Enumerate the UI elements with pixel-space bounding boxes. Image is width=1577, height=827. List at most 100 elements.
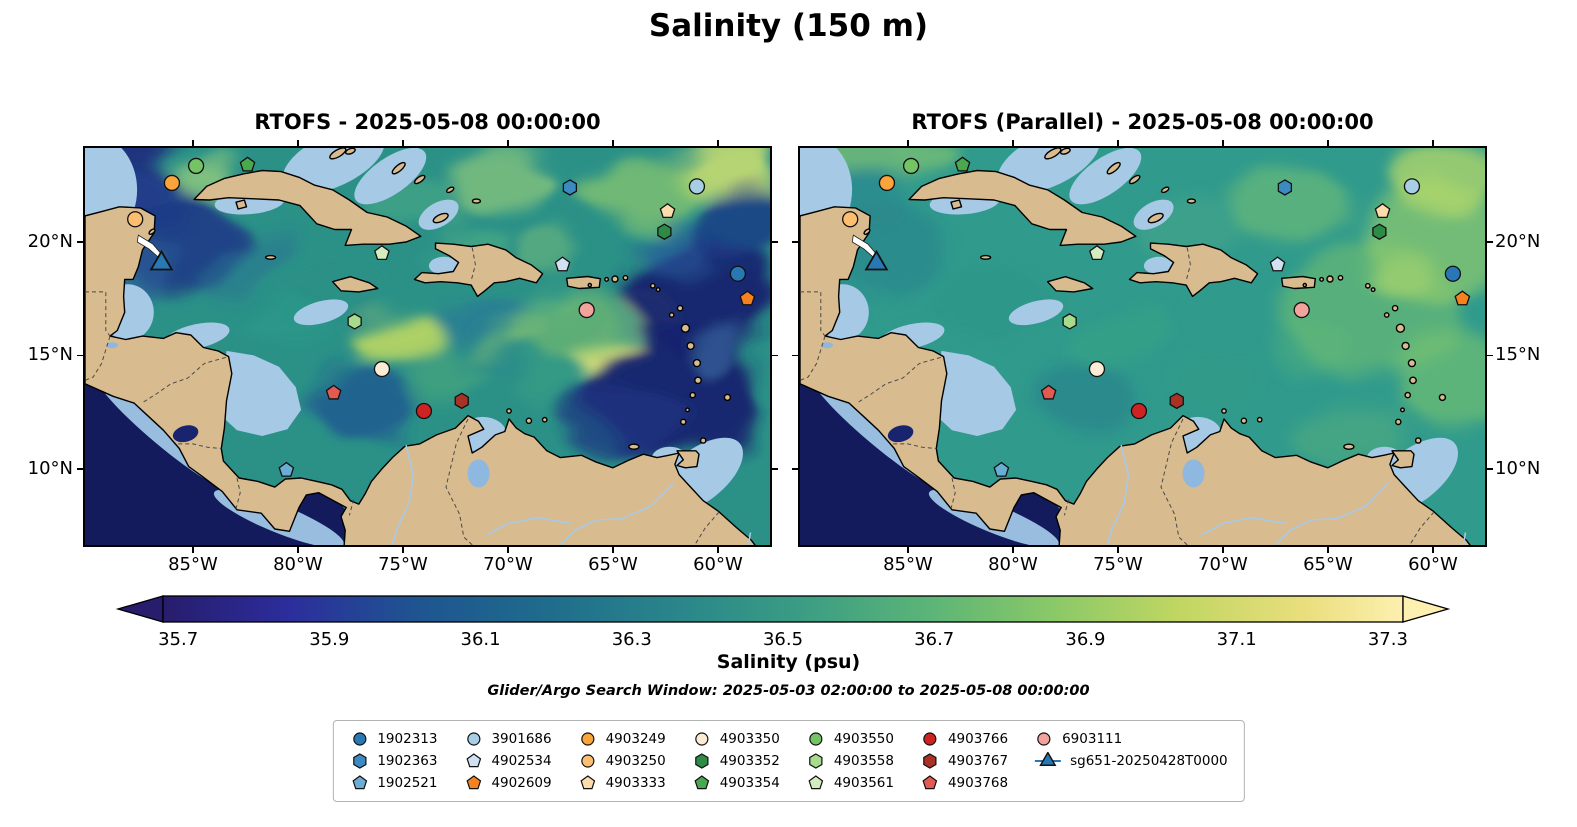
float-legend-marker-icon bbox=[352, 753, 367, 769]
x-axis-tick bbox=[907, 140, 909, 146]
y-tick-label: 20°N bbox=[27, 230, 73, 252]
legend-item-label: 4903561 bbox=[833, 775, 894, 791]
legend-item-label: 4903350 bbox=[719, 731, 780, 747]
glider-marker bbox=[149, 249, 174, 271]
legend-item-4903766: 4903766 bbox=[920, 730, 1008, 748]
x-axis-tick bbox=[717, 547, 719, 553]
legend-item-label: 4903249 bbox=[605, 731, 666, 747]
float-marker-4903550 bbox=[902, 157, 920, 175]
y-tick-label: 15°N bbox=[1495, 344, 1541, 366]
float-legend-marker-icon bbox=[466, 775, 481, 790]
float-marker-4903767 bbox=[454, 392, 469, 410]
legend-item-label: 4903550 bbox=[833, 731, 894, 747]
float-marker-4903768 bbox=[325, 384, 342, 400]
x-axis-tick bbox=[402, 140, 404, 146]
x-axis-tick bbox=[297, 140, 299, 146]
legend-item-4903550: 4903550 bbox=[806, 730, 894, 748]
legend-item-4903767: 4903767 bbox=[920, 752, 1008, 770]
float-marker-4903354 bbox=[954, 156, 971, 172]
colorbar-tick-label: 36.1 bbox=[460, 629, 501, 650]
y-axis-tick bbox=[772, 468, 778, 470]
map-svg-L bbox=[85, 148, 770, 545]
x-axis-tick bbox=[297, 547, 299, 553]
colorbar-tick-label: 35.9 bbox=[309, 629, 350, 650]
colorbar-tick-label: 36.3 bbox=[611, 629, 652, 650]
legend-column: 1902313 1902363 1902521 bbox=[349, 730, 437, 792]
float-marker-4903768 bbox=[1040, 384, 1057, 400]
legend-item-label: 3901686 bbox=[491, 731, 552, 747]
colorbar-tick-label: 36.7 bbox=[914, 629, 955, 650]
float-legend-marker-icon bbox=[809, 732, 823, 746]
legend-item-4903558: 4903558 bbox=[806, 752, 894, 770]
float-marker-4903352 bbox=[657, 223, 672, 240]
figure-title: Salinity (150 m) bbox=[648, 8, 929, 44]
legend-item-4903249: 4903249 bbox=[578, 730, 666, 748]
float-legend-marker-icon bbox=[580, 732, 595, 746]
x-tick-label: 85°W bbox=[168, 554, 218, 575]
legend-item-label: 4903558 bbox=[833, 753, 894, 769]
legend-item-3901686: 3901686 bbox=[463, 730, 552, 748]
legend-item-4903354: 4903354 bbox=[692, 774, 780, 792]
legend-item-4903250: 4903250 bbox=[578, 752, 666, 770]
x-axis-tick bbox=[1327, 547, 1329, 553]
float-legend-marker-icon bbox=[922, 775, 938, 790]
float-marker-1902521 bbox=[278, 461, 295, 477]
x-tick-label: 75°W bbox=[1093, 554, 1143, 575]
legend-item-label: 1902521 bbox=[377, 775, 438, 791]
legend-item-6903111: 6903111 bbox=[1034, 730, 1228, 748]
x-axis-tick bbox=[507, 140, 509, 146]
float-legend-marker-icon bbox=[923, 753, 937, 769]
float-legend-marker-icon bbox=[1037, 732, 1051, 746]
x-axis-tick bbox=[1012, 547, 1014, 553]
legend-item-label: 4902534 bbox=[491, 753, 552, 769]
x-axis-tick bbox=[717, 140, 719, 146]
legend-item-label: 6903111 bbox=[1062, 731, 1123, 747]
y-tick-label: 15°N bbox=[27, 344, 73, 366]
y-tick-label: 10°N bbox=[1495, 457, 1541, 479]
map-svg-R bbox=[800, 148, 1485, 545]
float-marker-4903766 bbox=[1130, 402, 1148, 420]
legend-item-1902363: 1902363 bbox=[349, 752, 437, 770]
legend-item-4903768: 4903768 bbox=[920, 774, 1008, 792]
x-axis-tick bbox=[192, 140, 194, 146]
x-axis-tick bbox=[1432, 140, 1434, 146]
colorbar bbox=[115, 595, 1451, 623]
x-axis-tick bbox=[1117, 140, 1119, 146]
float-marker-1902313 bbox=[1444, 265, 1462, 282]
float-marker-1902521 bbox=[993, 461, 1010, 477]
legend-item-label: sg651-20250428T0000 bbox=[1070, 753, 1228, 769]
float-marker-4903333 bbox=[659, 203, 676, 219]
legend-item-label: 4903766 bbox=[947, 731, 1009, 747]
x-tick-label: 60°W bbox=[693, 554, 743, 575]
float-marker-4903561 bbox=[374, 244, 390, 261]
float-marker-4903350 bbox=[373, 360, 391, 378]
y-axis-tick bbox=[1487, 354, 1493, 357]
colorbar-gradient bbox=[162, 595, 1404, 623]
float-marker-4903767 bbox=[1169, 392, 1184, 410]
float-marker-4902609 bbox=[1454, 290, 1471, 306]
float-marker-4903561 bbox=[1089, 244, 1105, 261]
glider-legend-marker-icon bbox=[1035, 752, 1062, 766]
x-axis-tick bbox=[1222, 547, 1224, 553]
float-legend-marker-icon bbox=[694, 775, 710, 790]
legend-item-4902534: 4902534 bbox=[463, 752, 552, 770]
y-axis-tick bbox=[77, 468, 83, 470]
colorbar-extend-max bbox=[1402, 595, 1451, 623]
float-marker-1902313 bbox=[729, 265, 747, 282]
float-marker-6903111 bbox=[1293, 301, 1310, 319]
float-marker-4903249 bbox=[163, 174, 181, 192]
x-tick-label: 65°W bbox=[1303, 554, 1353, 575]
map-panel-rtofs-parallel bbox=[798, 146, 1487, 547]
float-marker-4902534 bbox=[554, 256, 571, 272]
legend-item-4903352: 4903352 bbox=[692, 752, 780, 770]
x-axis-tick bbox=[1432, 547, 1434, 553]
legend-item-label: 4902609 bbox=[491, 775, 552, 791]
float-legend-marker-icon bbox=[466, 753, 481, 768]
x-tick-label: 65°W bbox=[588, 554, 638, 575]
float-marker-3901686 bbox=[1403, 178, 1421, 195]
x-axis-tick bbox=[507, 547, 509, 553]
legend-item-1902313: 1902313 bbox=[349, 730, 437, 748]
legend-column: 6903111 sg651-20250428T0000 bbox=[1034, 730, 1228, 792]
legend-item-1902521: 1902521 bbox=[349, 774, 437, 792]
